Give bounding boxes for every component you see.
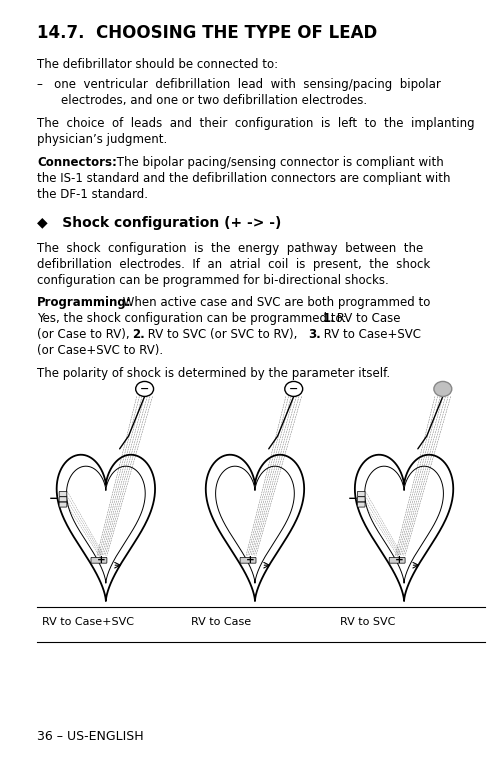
Text: RV to Case: RV to Case [191,617,251,627]
Text: 36 – US-ENGLISH: 36 – US-ENGLISH [37,730,144,743]
Text: configuration can be programmed for bi-directional shocks.: configuration can be programmed for bi-d… [37,274,389,287]
Text: 2.: 2. [132,328,145,341]
FancyBboxPatch shape [91,557,107,563]
Ellipse shape [434,382,452,396]
Text: The polarity of shock is determined by the parameter itself.: The polarity of shock is determined by t… [37,367,391,380]
Text: +: + [395,555,404,565]
Text: +: + [97,555,105,565]
Text: The bipolar pacing/sensing connector is compliant with: The bipolar pacing/sensing connector is … [113,156,443,169]
Ellipse shape [285,382,303,396]
Text: ◆   Shock configuration (+ -> -): ◆ Shock configuration (+ -> -) [37,216,282,229]
Text: defibrillation  electrodes.  If  an  atrial  coil  is  present,  the  shock: defibrillation electrodes. If an atrial … [37,258,430,271]
Text: +: + [246,555,254,565]
FancyBboxPatch shape [357,491,365,496]
Text: Programming:: Programming: [37,296,132,309]
Text: Connectors:: Connectors: [37,156,117,169]
FancyBboxPatch shape [357,502,365,507]
Text: When active case and SVC are both programmed to: When active case and SVC are both progra… [119,296,430,309]
Text: 3.: 3. [309,328,322,341]
Text: (or Case to RV),: (or Case to RV), [37,328,134,341]
Ellipse shape [136,382,154,396]
Text: −: − [49,491,59,504]
Text: RV to Case: RV to Case [333,312,401,325]
Text: electrodes, and one or two defibrillation electrodes.: electrodes, and one or two defibrillatio… [61,94,367,107]
Text: −: − [140,384,149,394]
Text: physician’s judgment.: physician’s judgment. [37,133,167,146]
Text: RV to Case+SVC: RV to Case+SVC [320,328,420,341]
Text: the DF-1 standard.: the DF-1 standard. [37,188,148,201]
Text: −: − [347,491,357,504]
Text: 14.7.  CHOOSING THE TYPE OF LEAD: 14.7. CHOOSING THE TYPE OF LEAD [37,24,378,43]
Text: RV to SVC: RV to SVC [340,617,396,627]
Text: (or Case+SVC to RV).: (or Case+SVC to RV). [37,344,164,357]
FancyBboxPatch shape [59,491,67,496]
FancyBboxPatch shape [59,502,67,507]
Text: RV to Case+SVC: RV to Case+SVC [42,617,134,627]
FancyBboxPatch shape [240,557,256,563]
Text: RV to SVC (or SVC to RV),: RV to SVC (or SVC to RV), [144,328,301,341]
Text: the IS-1 standard and the defibrillation connectors are compliant with: the IS-1 standard and the defibrillation… [37,172,451,185]
FancyBboxPatch shape [357,497,365,501]
Text: –   one  ventricular  defibrillation  lead  with  sensing/pacing  bipolar: – one ventricular defibrillation lead wi… [37,78,441,91]
Text: Yes, the shock configuration can be programmed to:: Yes, the shock configuration can be prog… [37,312,351,325]
Text: 1.: 1. [323,312,335,325]
Text: −: − [289,384,298,394]
Text: The defibrillator should be connected to:: The defibrillator should be connected to… [37,58,278,71]
Text: The  shock  configuration  is  the  energy  pathway  between  the: The shock configuration is the energy pa… [37,242,423,255]
FancyBboxPatch shape [389,557,405,563]
FancyBboxPatch shape [59,497,67,501]
Text: The  choice  of  leads  and  their  configuration  is  left  to  the  implanting: The choice of leads and their configurat… [37,117,475,130]
